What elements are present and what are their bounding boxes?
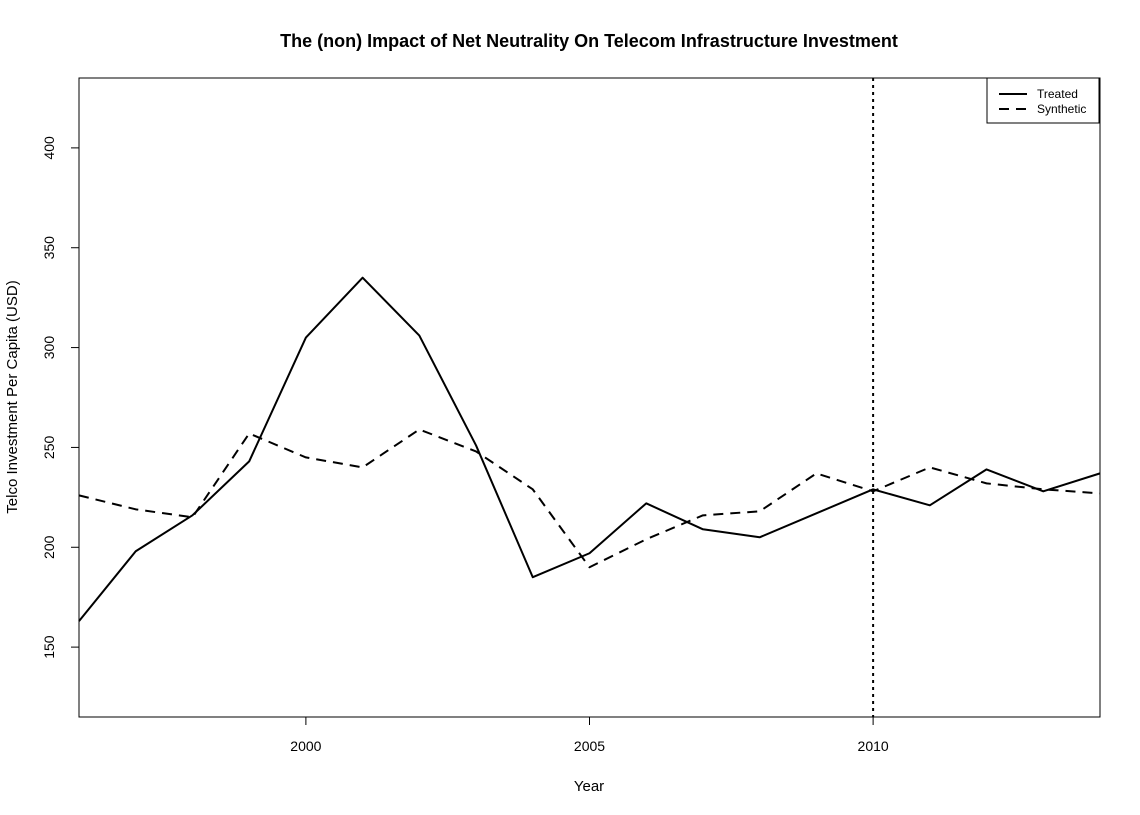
legend-label-treated: Treated [1037,87,1078,101]
x-tick-label-2005: 2005 [574,738,605,754]
legend-box [986,77,1100,124]
y-axis-label: Telco Investment Per Capita (USD) [4,280,21,513]
y-tick-label-200: 200 [41,535,57,559]
series-line-synthetic [78,428,1101,569]
x-axis-label: Year [574,778,604,795]
x-tick-label-2010: 2010 [858,738,889,754]
plot-layer: 2000 2005 2010 150 200 250 300 350 400 TreatedSyn… [41,77,1101,754]
chart-title: The (non) Impact of Net Neutrality On Te… [280,31,898,51]
y-tick-label-150: 150 [41,635,57,659]
plot-frame [78,77,1101,718]
x-tick-label-2000: 2000 [290,738,321,754]
y-tick-label-300: 300 [41,336,57,360]
legend-label-synthetic: Synthetic [1037,102,1086,116]
y-tick-label-400: 400 [41,136,57,160]
y-tick-label-350: 350 [41,236,57,260]
series-line-treated [78,276,1101,622]
y-tick-label-250: 250 [41,436,57,460]
